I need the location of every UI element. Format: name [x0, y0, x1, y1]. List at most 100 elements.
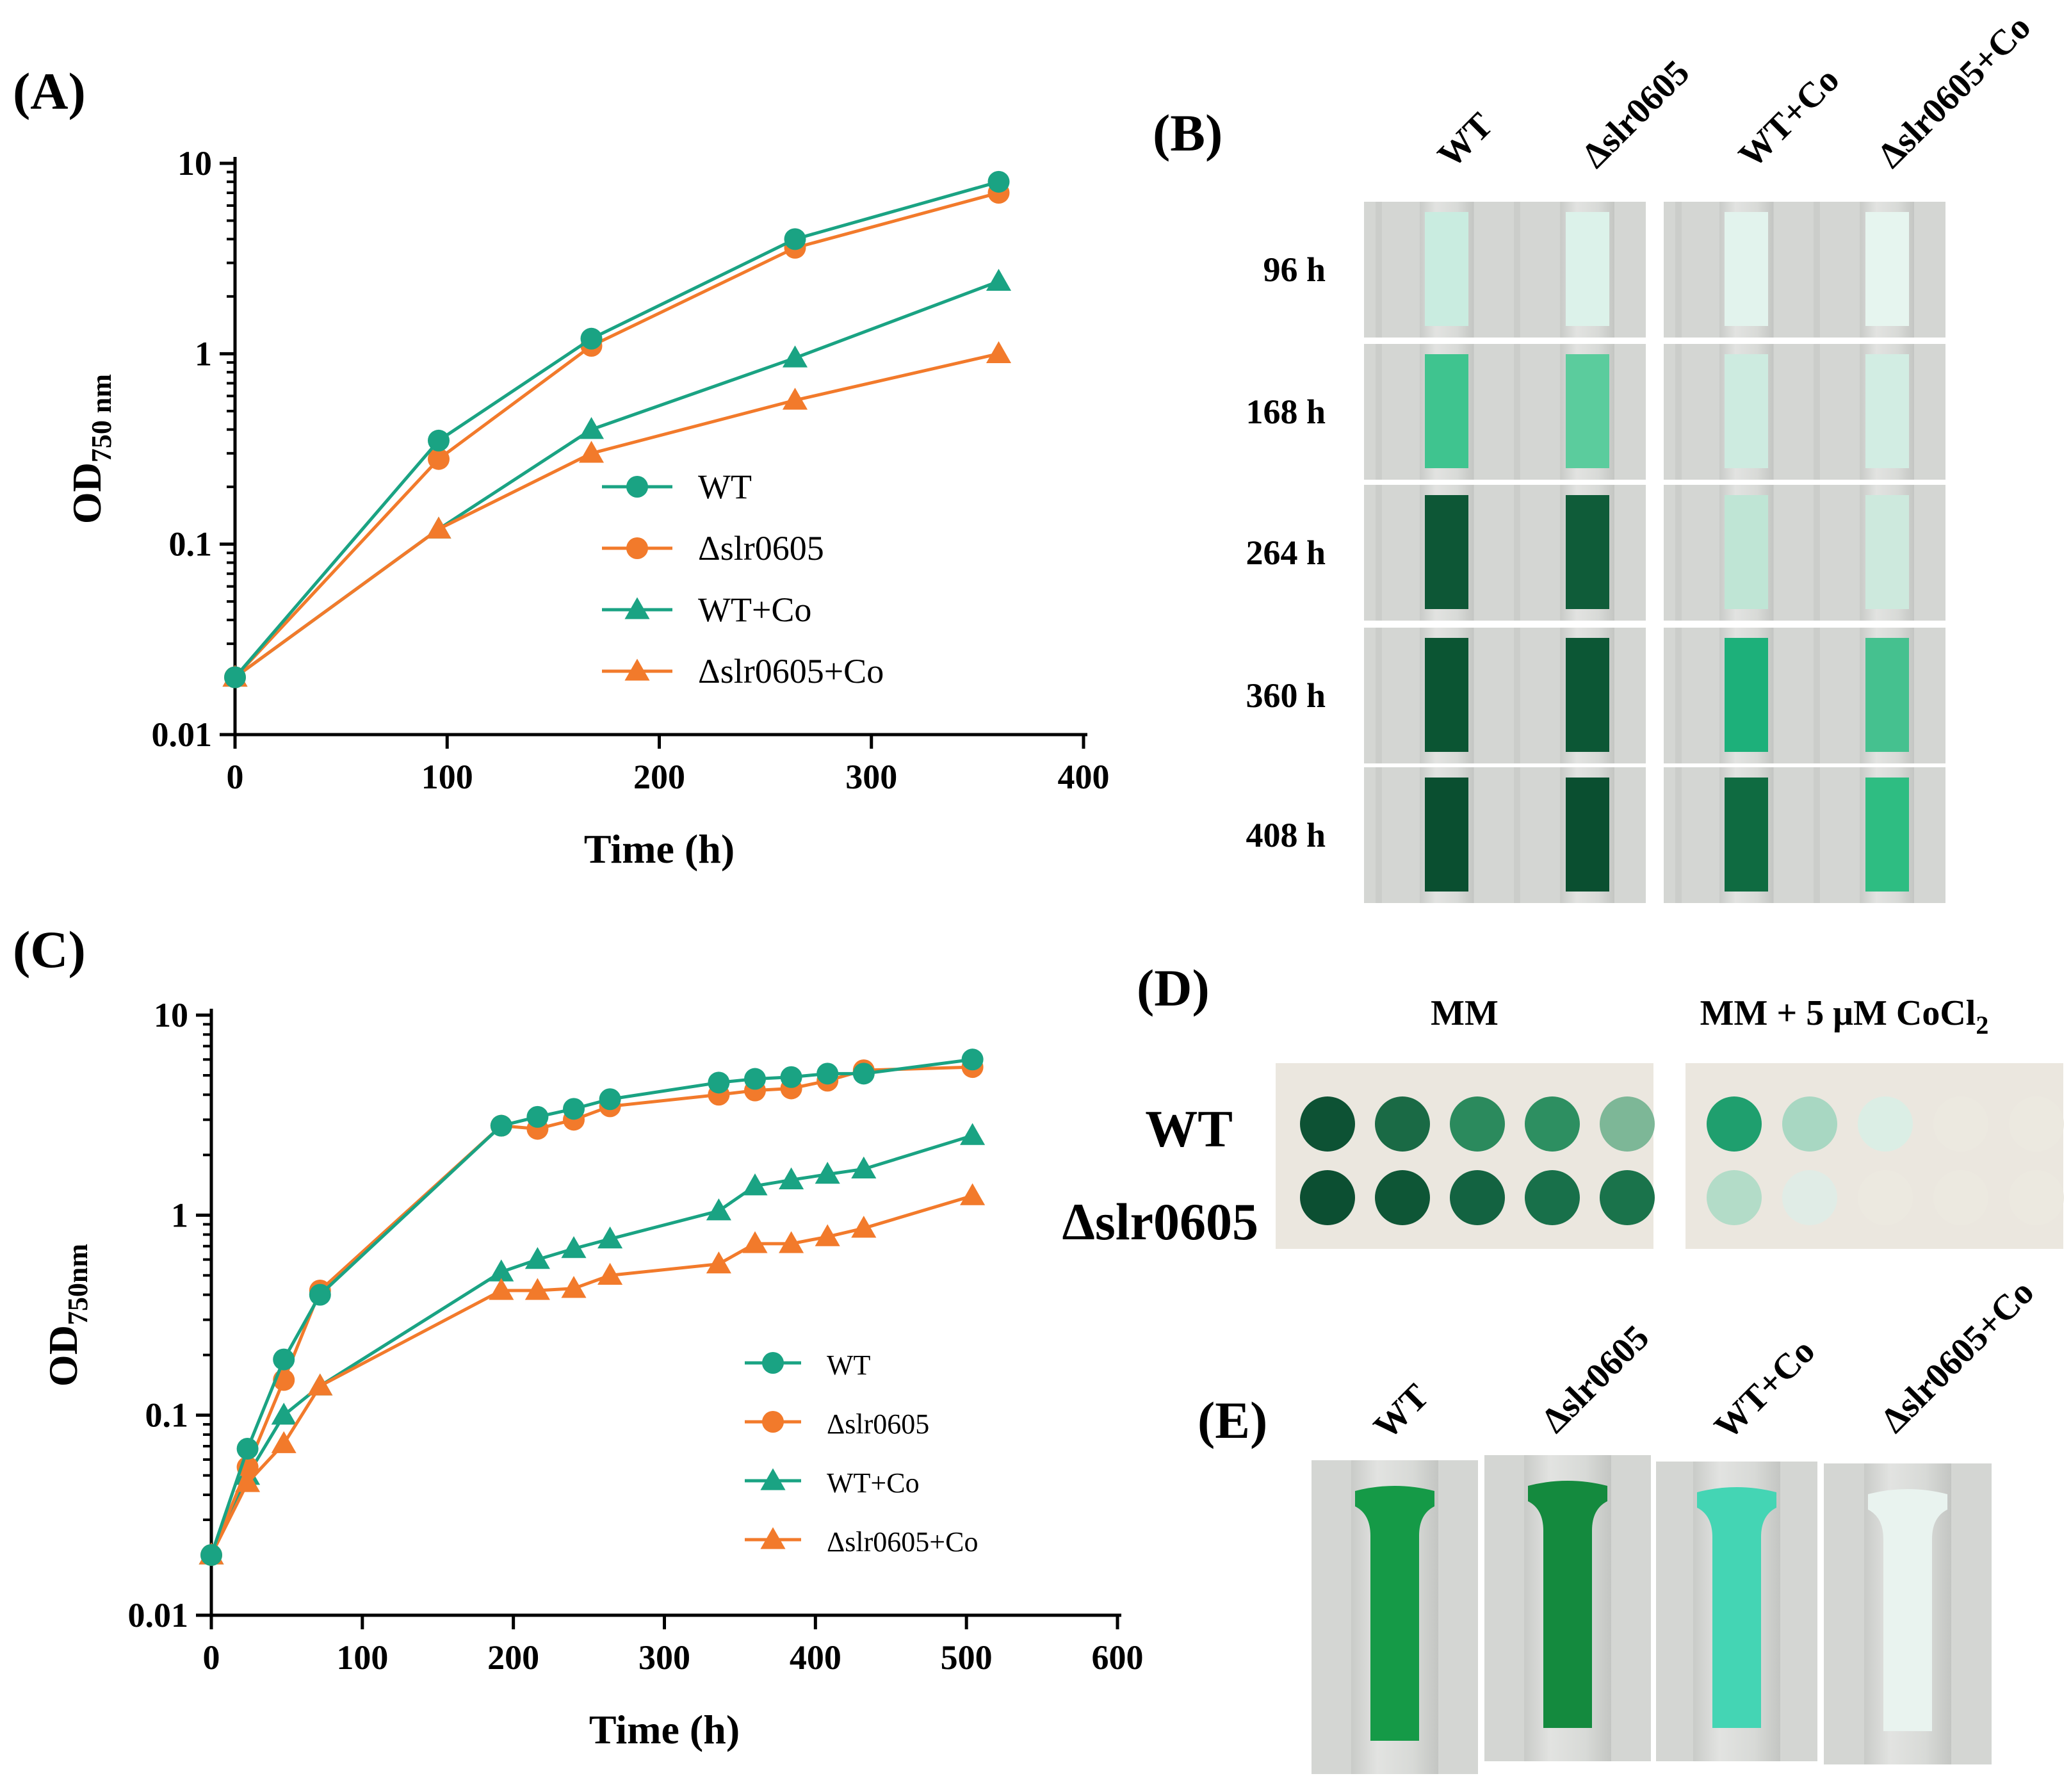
flask-culture — [1697, 1487, 1776, 1728]
colony-spot — [1525, 1096, 1580, 1152]
data-point — [626, 537, 648, 559]
legend-label: Δslr0605 — [827, 1408, 929, 1440]
y-axis-title-sub: 750 nm — [86, 374, 117, 462]
plate-row-wt: WT — [1145, 1100, 1233, 1158]
photo-stripe — [1376, 344, 1382, 480]
photo-stripe — [1376, 202, 1382, 338]
cuvette-photo — [1364, 202, 1646, 338]
legend-label: WT+Co — [698, 591, 811, 629]
series-line — [234, 279, 1000, 679]
colony-spot — [1525, 1170, 1580, 1225]
cuvette-row-time: 360 h — [1246, 676, 1326, 715]
data-point — [563, 1098, 585, 1120]
cuvette-photo — [1664, 628, 1945, 763]
colony-spot — [1782, 1096, 1837, 1152]
data-point — [986, 268, 1012, 291]
colony-spot — [2009, 1170, 2064, 1225]
legend-item: Δslr0605 — [745, 1408, 929, 1440]
cuvette-culture — [1425, 212, 1468, 326]
y-axis-title-main: OD — [40, 1325, 86, 1387]
data-point — [271, 1403, 296, 1425]
data-point — [526, 1105, 549, 1128]
photo-stripe — [1514, 344, 1520, 480]
x-tick-label: 500 — [941, 1638, 993, 1677]
cuvette-culture — [1566, 778, 1609, 892]
photo-stripe — [1376, 485, 1382, 621]
cuvette-photo — [1664, 767, 1945, 903]
cuvette-culture — [1425, 778, 1468, 892]
panel-b: (B) WT Δslr0605 WT+Co Δslr0605+Co 96 h 168 h 2… — [1153, 7, 2038, 903]
data-point — [760, 1527, 786, 1549]
legend-item: WT — [602, 468, 752, 506]
colony-spot — [1600, 1170, 1655, 1225]
x-tick-label: 100 — [421, 758, 473, 796]
cuvette-culture — [1425, 495, 1468, 609]
legend-label: WT — [827, 1349, 871, 1381]
y-axis-title: OD750 nm — [64, 374, 117, 524]
y-tick-label: 1 — [195, 334, 212, 373]
flask-column-label: WT — [1366, 1376, 1436, 1447]
legend-item: Δslr0605 — [602, 529, 824, 567]
panel-e: (E) WT Δslr0605 WT+Co Δslr0605+Co — [1198, 1272, 2042, 1774]
data-point — [426, 516, 451, 539]
x-tick-label: 600 — [1092, 1638, 1144, 1677]
data-point — [428, 429, 450, 452]
data-point — [307, 1373, 333, 1396]
data-point — [561, 1276, 587, 1298]
data-point — [580, 327, 603, 350]
cuvette-culture — [1865, 212, 1909, 326]
photo-stripe — [1675, 344, 1682, 480]
x-tick-label: 400 — [1058, 758, 1110, 796]
x-tick-label: 400 — [790, 1638, 841, 1677]
data-point — [428, 448, 450, 470]
cuvette-photo — [1364, 344, 1646, 480]
data-point — [708, 1071, 730, 1094]
colony-spot — [1858, 1096, 1913, 1152]
photo-stripe — [1814, 628, 1820, 763]
cuvette-photo — [1664, 485, 1945, 621]
colony-spot — [1782, 1170, 1837, 1225]
data-point — [524, 1247, 550, 1269]
data-point — [762, 1352, 784, 1374]
cuvette-culture — [1865, 354, 1909, 468]
cuvette-culture — [1566, 638, 1609, 752]
legend-label: Δslr0605+Co — [827, 1526, 978, 1558]
photo-stripe — [1814, 767, 1820, 903]
data-point — [624, 658, 650, 681]
cuvette-culture — [1725, 212, 1768, 326]
data-point — [987, 170, 1010, 193]
panel-b-label: (B) — [1153, 104, 1222, 162]
photo-stripe — [1814, 485, 1820, 621]
data-point — [224, 666, 246, 688]
cuvette-culture — [1865, 778, 1909, 892]
legend: WT Δslr0605 WT+Co Δslr0605+Co — [602, 468, 884, 690]
data-point — [852, 1063, 875, 1085]
y-axis-title: OD750nm — [40, 1244, 93, 1387]
legend-item: Δslr0605+Co — [602, 652, 884, 690]
panel-d: (D) MM MM + 5 μM CoCl2 WT Δslr0605 — [1062, 959, 2064, 1251]
flask-column-label: WT+Co — [1707, 1331, 1823, 1447]
cuvette-culture — [1425, 638, 1468, 752]
series-line — [234, 352, 1000, 679]
cuvette-photo — [1364, 485, 1646, 621]
colony-spot — [1707, 1096, 1762, 1152]
cuvette-column-label: WT — [1430, 105, 1500, 175]
legend-label: Δslr0605 — [698, 529, 824, 567]
data-point — [561, 1236, 587, 1258]
data-point — [309, 1283, 331, 1306]
x-tick-label: 200 — [633, 758, 685, 796]
plate-mm-title: MM — [1431, 993, 1498, 1033]
photo-stripe — [1376, 628, 1382, 763]
data-point — [236, 1437, 259, 1460]
data-point — [851, 1216, 877, 1238]
legend-item: WT+Co — [745, 1467, 920, 1499]
data-point — [986, 341, 1012, 363]
data-point — [626, 476, 648, 498]
colony-spot — [1933, 1096, 1988, 1152]
flask-photo — [1312, 1460, 1478, 1774]
colony-spot — [1300, 1096, 1355, 1152]
x-axis-title: Time (h) — [589, 1707, 740, 1752]
flask-photo — [1824, 1463, 1992, 1764]
panel-c-label: (C) — [13, 920, 86, 979]
